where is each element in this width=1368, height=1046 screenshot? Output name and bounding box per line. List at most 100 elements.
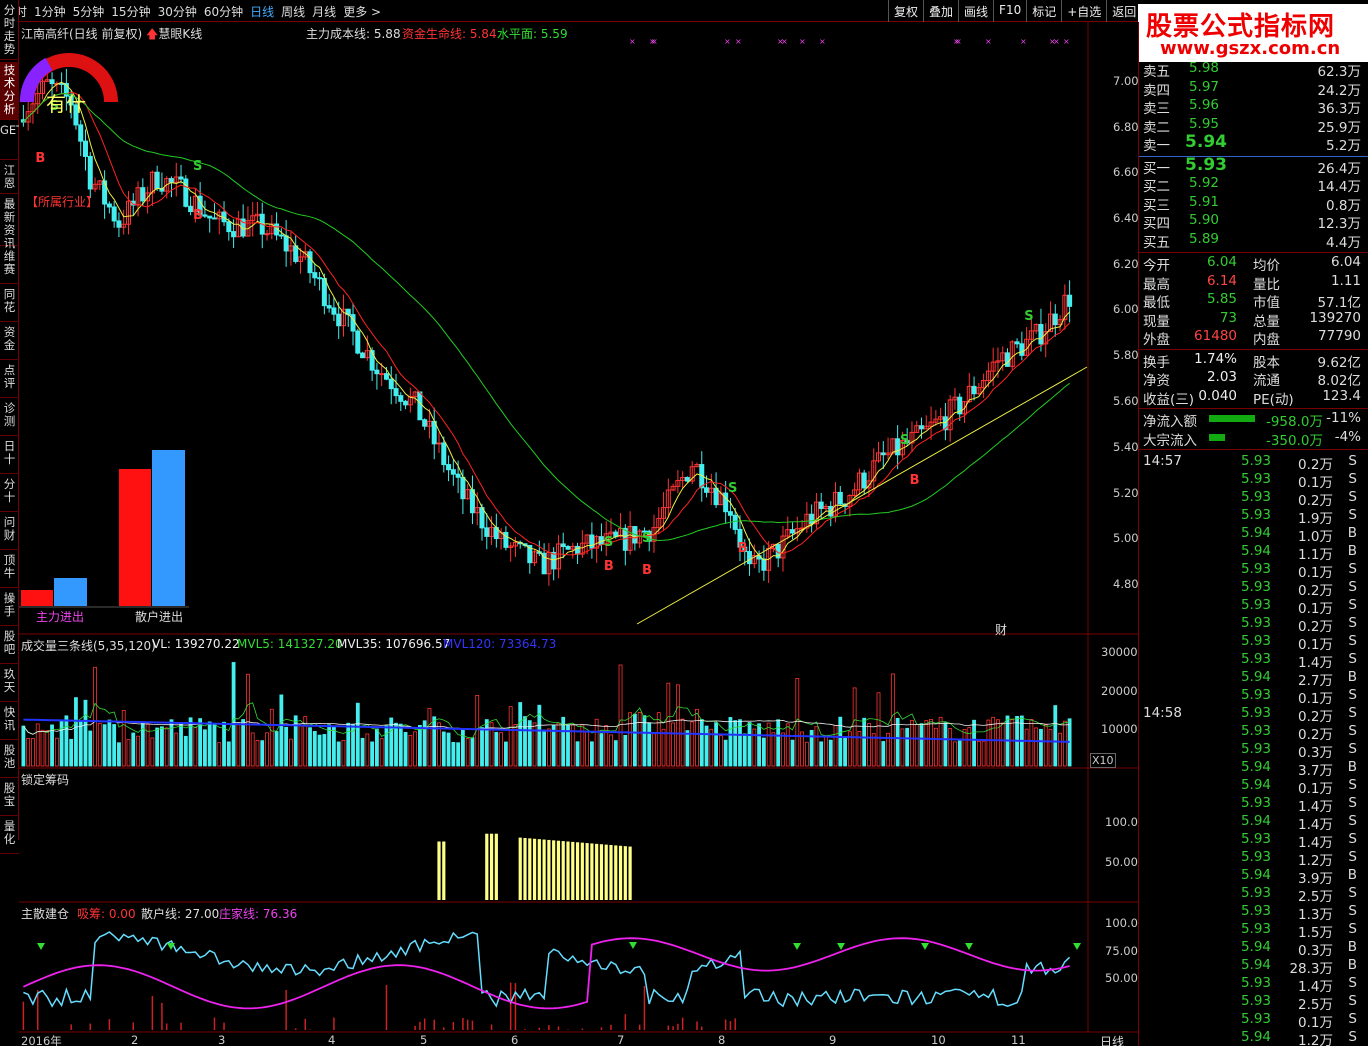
- period-tab-5[interactable]: 60分钟: [203, 5, 244, 19]
- sidebar-item-16[interactable]: 玖天: [0, 666, 19, 702]
- sidebar-item-11[interactable]: 分十: [0, 476, 19, 512]
- volume-bar: [475, 695, 480, 767]
- candle-body: [923, 425, 929, 430]
- volume-bar: [642, 715, 647, 767]
- period-tab-3[interactable]: 15分钟: [111, 5, 151, 19]
- sidebar-item-10[interactable]: 日十: [0, 438, 19, 474]
- sell-row-4[interactable]: 卖一 5.94 5.2万: [1143, 132, 1363, 154]
- tool-button-1[interactable]: 叠加: [923, 0, 958, 22]
- tool-button-4[interactable]: 标记: [1026, 0, 1061, 22]
- mvl5-value: MVL5: 141327.20: [237, 637, 343, 651]
- tool-button-5[interactable]: +自选: [1061, 0, 1106, 22]
- period-tab-9[interactable]: 更多 >: [343, 5, 382, 19]
- candle-body: [35, 92, 41, 105]
- tick-side: S: [1348, 705, 1357, 721]
- buy-row-2[interactable]: 买三 5.91 0.8万: [1143, 194, 1363, 214]
- tick-volume: 1.4万: [1298, 979, 1333, 995]
- tick-side: S: [1348, 489, 1357, 505]
- sidebar-item-3[interactable]: 江恩: [0, 162, 19, 194]
- industry-tag[interactable]: 【所属行业】: [26, 195, 99, 209]
- stat-row-0: 今开 6.04 均价 6.04: [1143, 254, 1363, 274]
- volume-bar: [265, 732, 269, 767]
- sidebar-item-4[interactable]: 最新资讯: [0, 196, 19, 250]
- sidebar-item-5[interactable]: 维赛: [0, 248, 19, 284]
- sidebar-item-6[interactable]: 同花: [0, 286, 19, 322]
- candle-body: [317, 277, 323, 280]
- volume-bar: [50, 724, 54, 767]
- sidebar-item-17[interactable]: 快讯: [0, 704, 19, 740]
- volume-bar: [843, 736, 847, 767]
- volume-bar: [814, 726, 819, 767]
- volume-bar: [1048, 728, 1053, 767]
- tick-volume: 0.1万: [1298, 691, 1333, 707]
- event-marker: ×: [1063, 37, 1070, 46]
- sidebar-item-8[interactable]: 点评: [0, 362, 19, 398]
- stat-label: 收益(三): [1143, 391, 1195, 408]
- volume-bar: [327, 724, 332, 767]
- candle-body: [436, 442, 442, 445]
- candle-body: [1043, 331, 1049, 345]
- buy-row-1[interactable]: 买二 5.92 14.4万: [1143, 175, 1363, 195]
- buy-signal-marker: [629, 942, 637, 949]
- candle-body: [465, 489, 471, 500]
- volume-bar: [900, 728, 905, 767]
- tool-button-3[interactable]: F10: [993, 0, 1026, 22]
- sidebar-item-20[interactable]: 量化: [0, 818, 19, 854]
- candle-body: [971, 385, 977, 395]
- buy-row-3[interactable]: 买四 5.90 12.3万: [1143, 212, 1363, 232]
- tool-button-2[interactable]: 画线: [958, 0, 993, 22]
- candle-body: [876, 452, 882, 462]
- sell-row-0[interactable]: 卖五 5.98 62.3万: [1143, 60, 1363, 80]
- buy-row-4[interactable]: 买五 5.89 4.4万: [1143, 231, 1363, 251]
- sidebar-item-19[interactable]: 股宝: [0, 780, 19, 816]
- tick-volume: 28.3万: [1289, 961, 1333, 977]
- sidebar-item-7[interactable]: 资金: [0, 324, 19, 360]
- sidebar-item-2[interactable]: GET: [0, 122, 23, 160]
- sidebar-item-13[interactable]: 顶牛: [0, 552, 19, 588]
- volume-bar: [88, 730, 93, 767]
- tick-time: 14:58: [1143, 705, 1182, 721]
- tick-side: S: [1348, 777, 1357, 793]
- tool-button-6[interactable]: 返回: [1106, 0, 1141, 22]
- volume-bar: [919, 723, 924, 767]
- sell-row-1[interactable]: 卖四 5.97 24.2万: [1143, 79, 1363, 99]
- candle-body: [565, 546, 571, 550]
- sidebar-item-15[interactable]: 股吧: [0, 628, 19, 664]
- volume-bar: [1010, 719, 1015, 767]
- volume-bar: [508, 706, 513, 767]
- sidebar-item-9[interactable]: 诊测: [0, 400, 19, 436]
- tick-row: 5.93 1.2万 S: [1143, 849, 1363, 869]
- period-tab-8[interactable]: 月线: [312, 5, 337, 19]
- tick-volume: 1.2万: [1298, 1033, 1333, 1046]
- buy-row-0[interactable]: 买一 5.93 26.4万: [1143, 155, 1363, 177]
- axis-tick: 6.20: [1113, 257, 1139, 271]
- sidebar-item-14[interactable]: 操手: [0, 590, 19, 626]
- period-tab-4[interactable]: 30分钟: [157, 5, 197, 19]
- sidebar-item-1[interactable]: 技术分析: [0, 62, 19, 120]
- finance-marker[interactable]: 财: [995, 623, 1008, 637]
- volume-bar: [690, 721, 695, 767]
- volume-bar: [341, 740, 346, 767]
- sell-row-3[interactable]: 卖二 5.95 25.9万: [1143, 116, 1363, 136]
- volume-bar: [905, 727, 910, 767]
- period-tab-2[interactable]: 5分钟: [72, 5, 105, 19]
- volume-unit[interactable]: X10: [1090, 753, 1116, 768]
- sidebar-item-18[interactable]: 股池: [0, 742, 19, 778]
- candle-body: [44, 79, 50, 82]
- axis-tick: 50.00: [1105, 971, 1138, 985]
- tick-side: S: [1348, 507, 1357, 523]
- tick-row: 5.93 0.1万 S: [1143, 597, 1363, 617]
- vl-value: VL: 139270.22: [152, 637, 240, 651]
- sell-row-2[interactable]: 卖三 5.96 36.3万: [1143, 97, 1363, 117]
- sidebar-item-12[interactable]: 问财: [0, 514, 19, 550]
- candle-body: [321, 277, 327, 307]
- volume-bar: [370, 741, 375, 767]
- period-tab-6[interactable]: 日线: [250, 5, 275, 19]
- volume-bar: [336, 741, 341, 767]
- sidebar-item-0[interactable]: 分时走势: [0, 2, 19, 60]
- period-tab-7[interactable]: 周线: [281, 5, 306, 19]
- period-tab-1[interactable]: 1分钟: [34, 5, 66, 19]
- tool-button-0[interactable]: 复权: [888, 0, 923, 22]
- xaxis-unit[interactable]: 日线: [1100, 1035, 1125, 1046]
